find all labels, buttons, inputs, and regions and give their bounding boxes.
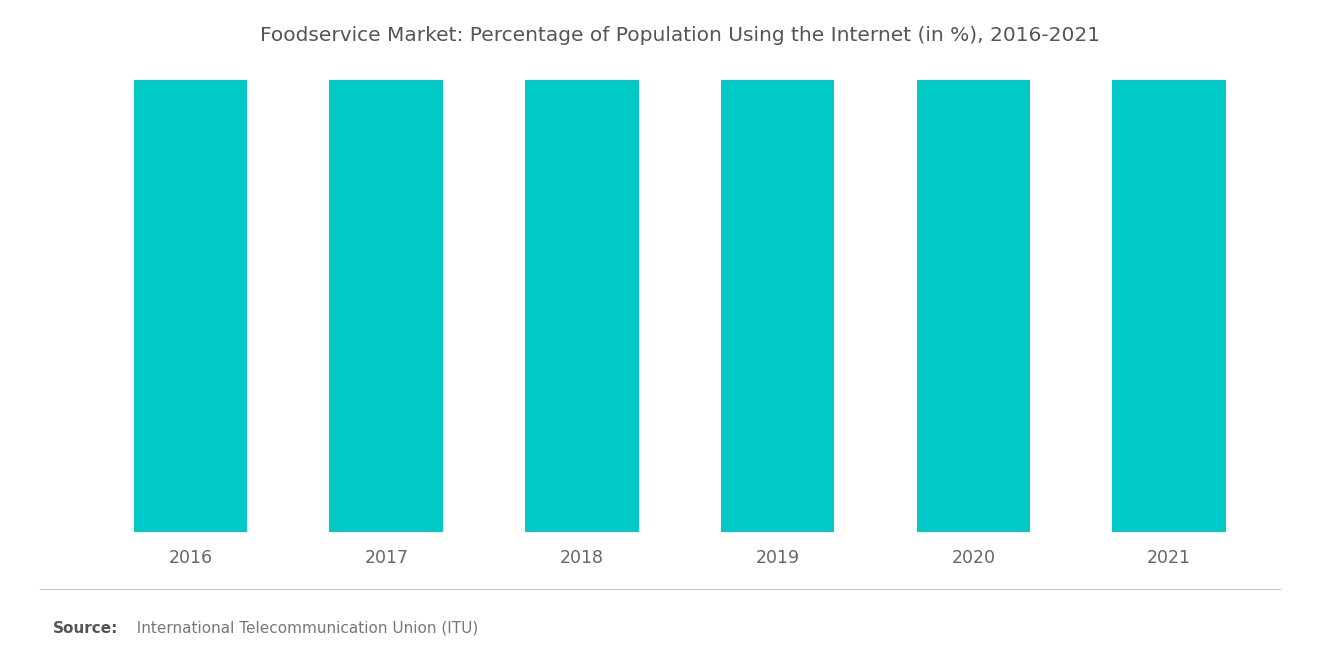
Bar: [916, 0, 1030, 532]
Text: Source:: Source:: [53, 621, 119, 636]
Text: International Telecommunication Union (ITU): International Telecommunication Union (I…: [127, 621, 478, 636]
Bar: [721, 0, 834, 532]
Bar: [1113, 0, 1226, 532]
Bar: [330, 0, 444, 532]
Bar: [133, 0, 247, 532]
Bar: [525, 0, 639, 532]
Title: Foodservice Market: Percentage of Population Using the Internet (in %), 2016-202: Foodservice Market: Percentage of Popula…: [260, 26, 1100, 45]
